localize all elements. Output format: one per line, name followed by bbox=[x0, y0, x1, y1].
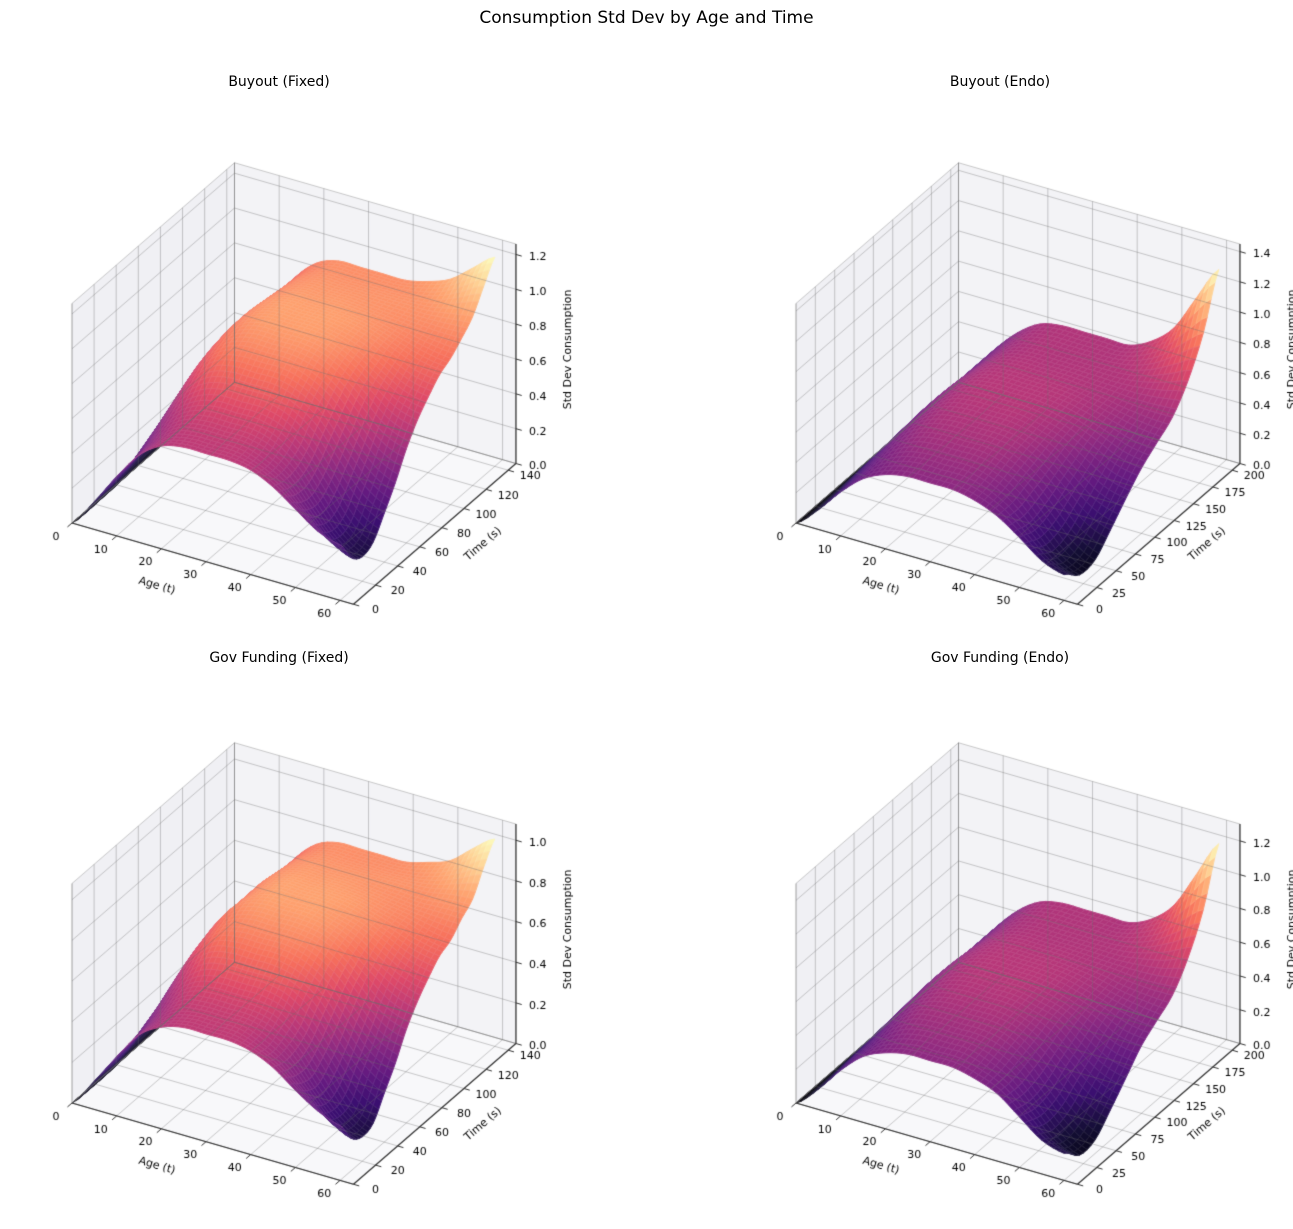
surface-plot-buyout-endo bbox=[647, 45, 1293, 629]
surface-plot-gov-funding-endo bbox=[647, 645, 1293, 1229]
figure-title: Consumption Std Dev by Age and Time bbox=[479, 8, 814, 28]
surface-plot-buyout-fixed bbox=[0, 45, 646, 629]
surface-plot-gov-funding-fixed bbox=[0, 645, 646, 1229]
